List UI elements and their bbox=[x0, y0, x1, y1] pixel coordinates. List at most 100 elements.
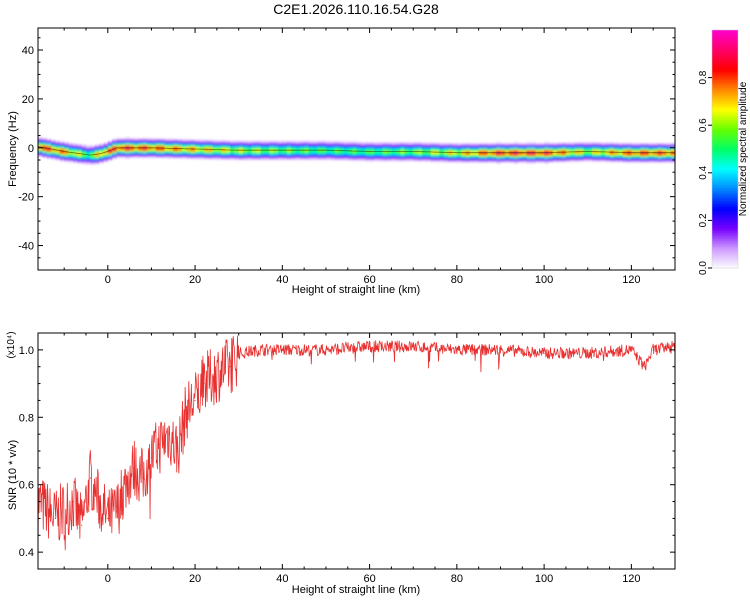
heatmap-cell bbox=[557, 152, 562, 155]
heatmap-cell bbox=[461, 150, 466, 153]
heatmap-cell bbox=[491, 145, 497, 148]
heatmap-cell bbox=[321, 142, 327, 144]
heatmap-cell bbox=[483, 149, 488, 152]
heatmap-cell bbox=[356, 146, 362, 149]
heatmap-cell bbox=[596, 152, 602, 154]
heatmap-cell bbox=[251, 156, 257, 159]
heatmap-cell bbox=[592, 154, 597, 157]
heatmap-cell bbox=[596, 157, 602, 159]
heatmap-cell bbox=[579, 152, 584, 154]
colorbar-cell bbox=[712, 133, 738, 136]
heatmap-cell bbox=[517, 144, 523, 147]
heatmap-cell bbox=[478, 148, 484, 151]
heatmap-cell bbox=[251, 144, 257, 147]
heatmap-cell bbox=[413, 149, 418, 152]
heatmap-cell bbox=[51, 146, 56, 148]
heatmap-cell bbox=[295, 154, 301, 157]
heatmap-cell bbox=[391, 143, 397, 146]
heatmap-cell bbox=[203, 157, 209, 159]
heatmap-cell bbox=[59, 144, 65, 146]
heatmap-cell bbox=[404, 155, 410, 158]
colorbar-cell bbox=[712, 204, 738, 208]
heatmap-cell bbox=[631, 153, 637, 155]
heatmap-cell bbox=[587, 143, 593, 146]
heatmap-cell bbox=[640, 145, 645, 148]
heatmap-cell bbox=[535, 155, 541, 158]
heatmap-cell bbox=[565, 159, 571, 162]
heatmap-cell bbox=[59, 151, 65, 154]
heatmap-cell bbox=[85, 155, 91, 158]
heatmap-cell bbox=[160, 156, 165, 158]
heatmap-cell bbox=[373, 158, 379, 160]
heatmap-cell bbox=[208, 145, 213, 147]
heatmap-cell bbox=[465, 156, 471, 159]
heatmap-cell bbox=[173, 145, 179, 148]
heatmap-cell bbox=[531, 155, 536, 158]
heatmap-cell bbox=[317, 143, 322, 146]
heatmap-cell bbox=[243, 158, 248, 160]
heatmap-cell bbox=[622, 159, 628, 161]
heatmap-cell bbox=[631, 145, 637, 148]
heatmap-cell bbox=[531, 156, 536, 159]
heatmap-cell bbox=[273, 153, 279, 155]
heatmap-cell bbox=[129, 139, 135, 142]
heatmap-cell bbox=[421, 154, 427, 157]
heatmap-cell bbox=[531, 160, 536, 163]
heatmap-cell bbox=[456, 143, 462, 146]
heatmap-cell bbox=[439, 143, 445, 145]
heatmap-cell bbox=[260, 143, 266, 146]
heatmap-cell bbox=[216, 151, 222, 154]
heatmap-cell bbox=[138, 149, 144, 152]
heatmap-cell bbox=[413, 143, 418, 146]
heatmap-cell bbox=[269, 145, 274, 148]
heatmap-cell bbox=[426, 158, 432, 161]
heatmap-cell bbox=[443, 150, 449, 153]
heatmap-cell bbox=[325, 143, 331, 146]
heatmap-cell bbox=[435, 149, 440, 151]
heatmap-cell bbox=[155, 152, 161, 154]
colorbar-cell bbox=[712, 91, 738, 94]
heatmap-cell bbox=[583, 149, 589, 152]
heatmap-cell bbox=[648, 155, 654, 158]
heatmap-cell bbox=[452, 155, 458, 158]
snr-trace bbox=[38, 335, 675, 552]
heatmap-cell bbox=[653, 144, 658, 147]
heatmap-cell bbox=[526, 142, 532, 144]
heatmap-cell bbox=[474, 149, 480, 152]
heatmap-cell bbox=[304, 147, 309, 149]
heatmap-cell bbox=[295, 145, 301, 148]
colorbar-cell bbox=[712, 97, 738, 100]
heatmap-cell bbox=[352, 147, 357, 150]
heatmap-cell bbox=[173, 141, 179, 144]
heatmap-cell bbox=[312, 155, 318, 158]
heatmap-cell bbox=[443, 154, 449, 156]
heatmap-cell bbox=[365, 149, 370, 152]
heatmap-cell bbox=[670, 160, 675, 163]
heatmap-cell bbox=[452, 154, 458, 157]
heatmap-cell bbox=[173, 146, 179, 149]
heatmap-cell bbox=[435, 153, 440, 156]
heatmap-cell bbox=[312, 148, 318, 151]
heatmap-cell bbox=[286, 143, 292, 146]
heatmap-cell bbox=[273, 144, 279, 147]
heatmap-cell bbox=[312, 144, 318, 147]
heatmap-cell bbox=[382, 155, 388, 158]
heatmap-cell bbox=[531, 150, 536, 153]
colorbar-cell bbox=[712, 184, 738, 188]
heatmap-cell bbox=[365, 144, 370, 147]
heatmap-cell bbox=[216, 144, 222, 146]
heatmap-cell bbox=[565, 152, 571, 155]
snr-data-point bbox=[177, 450, 179, 452]
heatmap-cell bbox=[535, 144, 541, 147]
heatmap-cell bbox=[452, 153, 458, 155]
heatmap-cell bbox=[94, 148, 100, 151]
heatmap-cell bbox=[339, 145, 344, 147]
heatmap-cell bbox=[421, 145, 427, 147]
colorbar-cell bbox=[712, 57, 738, 61]
heatmap-cell bbox=[653, 155, 658, 158]
heatmap-cell bbox=[365, 155, 370, 158]
x-tick-label: 80 bbox=[451, 573, 463, 585]
heatmap-cell bbox=[256, 142, 261, 144]
heatmap-cell bbox=[203, 147, 209, 150]
heatmap-cell bbox=[269, 142, 274, 144]
